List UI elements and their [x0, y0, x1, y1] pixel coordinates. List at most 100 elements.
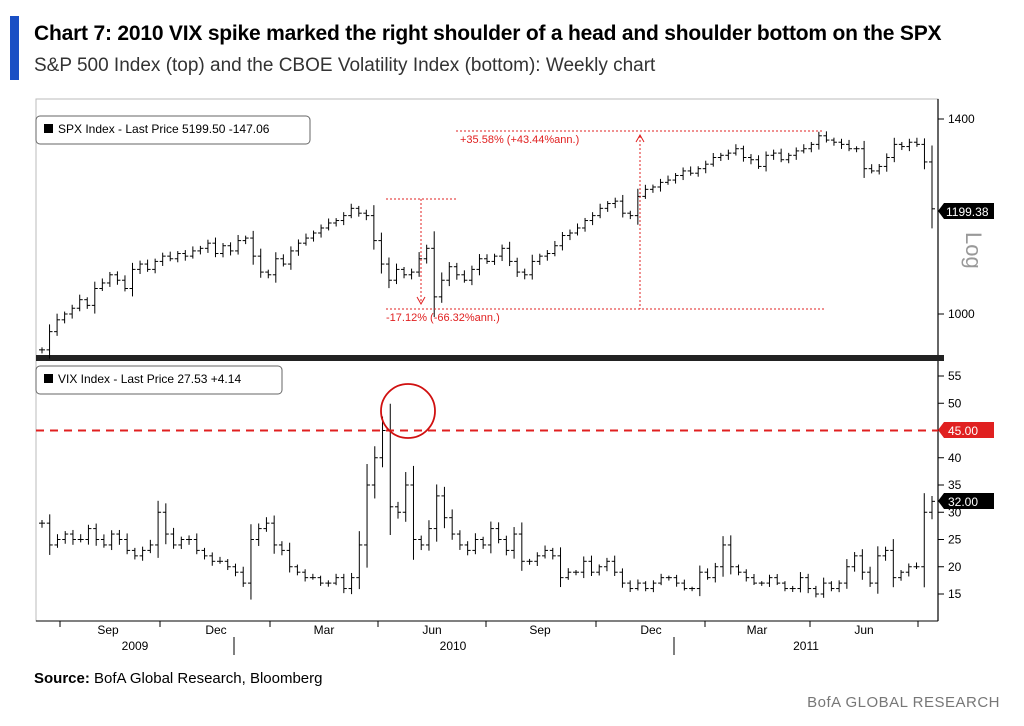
x-month-label: Sep	[529, 623, 551, 637]
spx-bar	[778, 148, 785, 163]
spx-bar	[763, 151, 770, 172]
spx-bar	[929, 145, 935, 229]
x-year-label: 2009	[122, 639, 149, 653]
spx-bar	[717, 152, 724, 162]
x-month-label: Sep	[97, 623, 119, 637]
vix-bar	[46, 514, 53, 555]
vix-bar	[650, 580, 657, 593]
vix-bar	[147, 539, 154, 554]
vix-bar	[518, 522, 525, 571]
vix-bar	[170, 527, 177, 549]
vix-tick-label: 55	[948, 369, 962, 383]
spx-bar	[69, 304, 76, 319]
vix-bar	[859, 549, 866, 580]
spx-bar	[815, 131, 822, 150]
vix-bar	[178, 536, 185, 550]
spx-bar	[446, 262, 453, 287]
spx-last-price-tag: 1199.38	[938, 203, 994, 219]
spx-bar	[672, 173, 679, 184]
spx-bar	[182, 250, 189, 261]
spx-bar	[174, 251, 181, 263]
vix-bar	[263, 517, 270, 532]
spx-bar	[680, 167, 687, 181]
panel-divider	[36, 355, 938, 361]
spx-bar	[76, 294, 83, 312]
vix-bar	[433, 484, 440, 542]
spx-bar	[129, 262, 136, 297]
source-note: Source: BofA Global Research, Bloomberg	[34, 670, 323, 687]
panel-divider-end	[936, 355, 944, 361]
spx-bar	[642, 184, 649, 199]
source-text: BofA Global Research, Bloomberg	[94, 670, 323, 687]
spx-bar	[167, 251, 174, 262]
spx-bar	[808, 141, 815, 153]
spx-bar	[46, 324, 53, 359]
vix-bar	[418, 535, 425, 551]
spx-bar	[514, 257, 521, 277]
vix-bar	[542, 545, 549, 559]
x-year-label: 2010	[440, 639, 467, 653]
vix-bar	[874, 546, 881, 594]
spx-bar	[114, 271, 121, 285]
spx-bar	[468, 265, 475, 286]
x-month-label: Mar	[314, 623, 335, 637]
title-accent-bar	[10, 16, 19, 80]
spx-bar	[913, 137, 920, 147]
spx-bar	[491, 253, 498, 265]
vix-bar	[696, 565, 703, 597]
spx-bar	[416, 252, 423, 277]
vix-bar	[720, 536, 727, 577]
vix-bar	[247, 524, 254, 600]
vix-bar	[340, 573, 347, 594]
vix-bar	[364, 464, 371, 568]
vix-bar	[851, 552, 858, 572]
spx-decline-annotation: -17.12% (-66.32%ann.)	[386, 198, 500, 324]
vix-bar	[905, 563, 912, 577]
vix-bar	[93, 523, 100, 546]
spx-tick-label: 1400	[948, 112, 975, 126]
vix-bar	[271, 515, 278, 554]
vix-bar	[395, 501, 401, 519]
x-axis-labels: Sep Dec Mar Jun Sep Dec Mar Jun 2009 2010 2011	[59, 621, 919, 655]
chart-subtitle: S&P 500 Index (top) and the CBOE Volatil…	[34, 55, 656, 76]
spx-bar	[453, 262, 460, 280]
vix-bar	[108, 530, 115, 551]
vix-tick-label: 35	[948, 478, 962, 492]
spx-bar	[898, 141, 905, 151]
spx-bar	[318, 224, 325, 238]
spx-bar	[883, 153, 890, 172]
spx-bar	[235, 234, 242, 255]
spx-bar	[84, 297, 91, 309]
spx-bar	[250, 230, 257, 265]
spx-bar	[755, 155, 762, 169]
spx-tick-labels: 1000 1400	[938, 112, 975, 321]
log-scale-label: Log	[961, 232, 986, 269]
vix-bar	[812, 585, 819, 598]
vix-bar	[100, 534, 107, 548]
brand-footer: BofA GLOBAL RESEARCH	[807, 694, 1000, 711]
spx-bar	[408, 268, 415, 280]
spx-bar	[189, 246, 196, 259]
vix-bar	[371, 446, 378, 499]
svg-text:32.00: 32.00	[948, 495, 978, 509]
vix-bar	[534, 552, 541, 566]
spx-bar	[695, 166, 702, 177]
vix-bar	[441, 486, 448, 529]
spx-bar	[702, 160, 709, 174]
spx-bar	[431, 231, 438, 318]
vix-bar	[209, 552, 216, 566]
vix-bar	[425, 520, 432, 551]
spx-bar	[876, 163, 883, 175]
spx-bar	[325, 218, 332, 231]
vix-bar	[712, 562, 719, 583]
vix-bar	[766, 574, 773, 587]
vix-bar	[526, 558, 533, 565]
spx-bar	[137, 260, 144, 274]
vix-bar	[54, 534, 61, 548]
spx-bar	[106, 271, 113, 287]
spx-bar	[287, 246, 294, 270]
spx-bar	[61, 311, 68, 324]
vix-bar	[665, 575, 672, 581]
spx-tick-label: 1000	[948, 307, 975, 321]
